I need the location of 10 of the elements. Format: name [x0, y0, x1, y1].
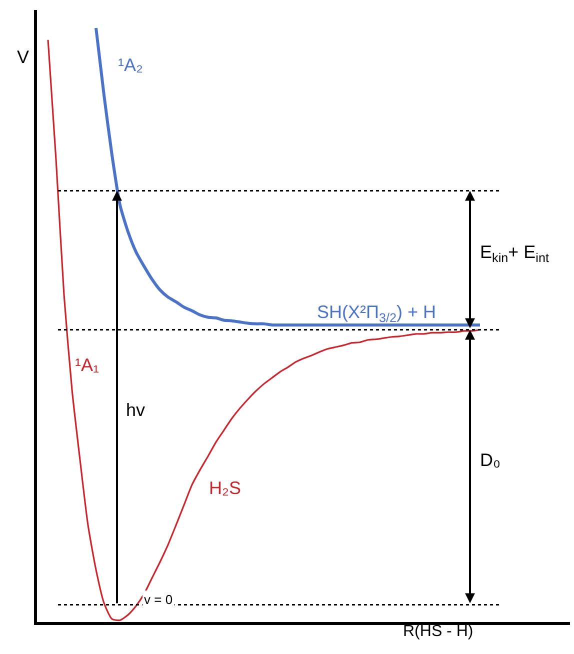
annotation: E$_{kin}$+ E$_{int}$ — [480, 242, 550, 265]
series-label: ¹A₂ — [118, 55, 143, 75]
y-axis-title: V — [17, 47, 30, 67]
x-axis-title: R(HS - H) — [403, 623, 474, 640]
series-label: ¹A₁ — [75, 355, 100, 375]
annotation: D₀ — [480, 450, 500, 470]
annotation: v = 0 — [144, 592, 173, 607]
annotation: H₂S — [209, 478, 241, 498]
annotation: SH(X²Π$_{3/2}$) + H — [317, 302, 436, 325]
annotation: hv — [126, 400, 146, 420]
